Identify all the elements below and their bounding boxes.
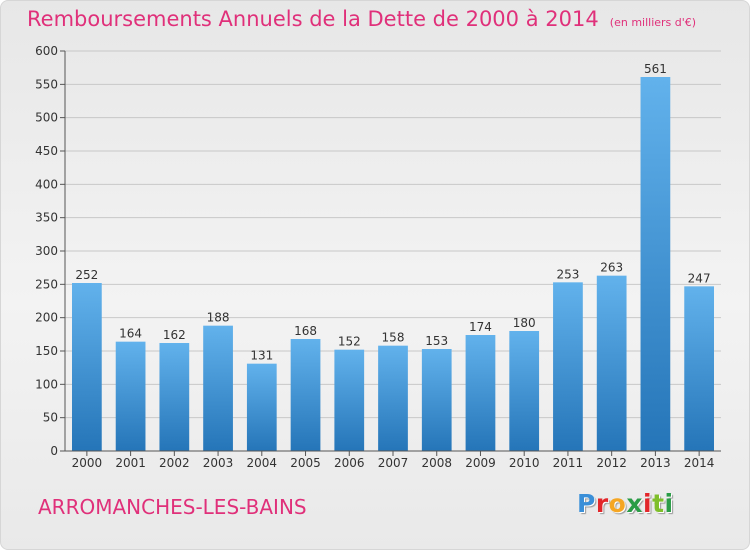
x-tick-label-2012: 2012 bbox=[596, 456, 627, 470]
chart-title-text: Remboursements Annuels de la Dette de 20… bbox=[27, 7, 599, 31]
data-label-2011: 253 bbox=[556, 267, 579, 281]
bar-2012 bbox=[596, 275, 627, 451]
x-tick-label-2005: 2005 bbox=[290, 456, 321, 470]
proxiti-logo[interactable]: Proxiti bbox=[577, 489, 674, 518]
y-tick-label: 50 bbox=[43, 411, 58, 425]
bar-2011 bbox=[553, 282, 583, 451]
x-tick-label-2011: 2011 bbox=[553, 456, 584, 470]
logo-letter: t bbox=[652, 489, 665, 518]
bar-2007 bbox=[378, 345, 408, 451]
bar-2004 bbox=[246, 363, 277, 451]
x-tick-label-2006: 2006 bbox=[334, 456, 365, 470]
data-label-2009: 174 bbox=[469, 320, 492, 334]
x-tick-label-2014: 2014 bbox=[684, 456, 715, 470]
bar-2008 bbox=[421, 349, 452, 451]
data-label-2008: 153 bbox=[425, 334, 448, 348]
chart-unit-note: (en milliers d'€) bbox=[609, 16, 697, 29]
axes: 0 50 100 150 200 250 300 350 400 450 500 550 600 2000… bbox=[35, 44, 721, 470]
bar-2009 bbox=[465, 335, 496, 451]
bar-2005 bbox=[290, 339, 321, 451]
bar-2014 bbox=[684, 286, 715, 451]
data-label-2006: 152 bbox=[338, 335, 361, 349]
y-tick-label: 250 bbox=[35, 277, 58, 291]
x-tick-label-2003: 2003 bbox=[203, 456, 234, 470]
data-label-2003: 188 bbox=[207, 311, 230, 325]
bar-2001 bbox=[115, 341, 146, 451]
y-tick-label: 500 bbox=[35, 111, 58, 125]
y-tick-label: 150 bbox=[35, 344, 58, 358]
bars: 252 164 162 188 131 168 152 158 153 174 180 253 263 5… bbox=[71, 62, 715, 451]
logo-letter: i bbox=[664, 489, 674, 518]
logo-letter: i bbox=[643, 489, 653, 518]
logo-letter: r bbox=[595, 489, 609, 518]
x-tick-label-2004: 2004 bbox=[247, 456, 278, 470]
data-label-2002: 162 bbox=[163, 328, 186, 342]
logo-letter: x bbox=[626, 489, 643, 518]
y-tick-label: 200 bbox=[35, 311, 58, 325]
data-label-2001: 164 bbox=[119, 327, 142, 341]
x-tick-label-2008: 2008 bbox=[421, 456, 452, 470]
chart-title: Remboursements Annuels de la Dette de 20… bbox=[27, 7, 696, 31]
x-tick-label-2013: 2013 bbox=[640, 456, 671, 470]
y-tick-label: 600 bbox=[35, 44, 58, 58]
x-tick-label-2002: 2002 bbox=[159, 456, 190, 470]
bar-2010 bbox=[509, 331, 540, 451]
bar-2006 bbox=[334, 349, 365, 451]
data-label-2014: 247 bbox=[688, 271, 711, 285]
y-tick-label: 400 bbox=[35, 177, 58, 191]
bar-2000 bbox=[71, 283, 102, 451]
data-label-2013: 561 bbox=[644, 62, 667, 76]
bar-2002 bbox=[159, 343, 190, 451]
y-tick-label: 0 bbox=[50, 444, 58, 458]
data-label-2010: 180 bbox=[513, 316, 536, 330]
data-label-2004: 131 bbox=[250, 349, 273, 363]
y-tick-label: 450 bbox=[35, 144, 58, 158]
data-label-2005: 168 bbox=[294, 324, 317, 338]
y-tick-label: 300 bbox=[35, 244, 58, 258]
x-tick-label-2010: 2010 bbox=[509, 456, 540, 470]
x-tick-label-2001: 2001 bbox=[115, 456, 146, 470]
bar-2013 bbox=[640, 77, 671, 451]
y-tick-label: 100 bbox=[35, 377, 58, 391]
logo-letter: o bbox=[608, 489, 627, 518]
x-tick-label-2000: 2000 bbox=[72, 456, 103, 470]
data-label-2012: 263 bbox=[600, 261, 623, 275]
y-tick-label: 550 bbox=[35, 77, 58, 91]
data-label-2007: 158 bbox=[382, 331, 405, 345]
commune-name: ARROMANCHES-LES-BAINS bbox=[38, 495, 307, 519]
data-label-2000: 252 bbox=[75, 268, 98, 282]
bar-2003 bbox=[203, 325, 233, 451]
x-tick-label-2007: 2007 bbox=[378, 456, 409, 470]
logo-letter: P bbox=[577, 489, 596, 518]
x-tick-label-2009: 2009 bbox=[465, 456, 496, 470]
y-tick-label: 350 bbox=[35, 211, 58, 225]
